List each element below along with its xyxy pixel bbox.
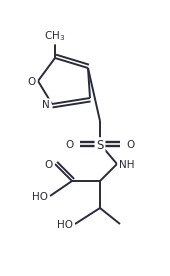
Text: NH: NH (119, 160, 134, 170)
Text: CH$_3$: CH$_3$ (44, 29, 66, 43)
Text: S: S (96, 139, 104, 152)
Text: O: O (66, 140, 74, 150)
Text: HO: HO (32, 192, 48, 202)
Text: O: O (28, 77, 36, 87)
Text: HO: HO (57, 220, 73, 230)
Text: O: O (126, 140, 134, 150)
Text: N: N (42, 100, 50, 110)
Text: O: O (45, 160, 53, 170)
